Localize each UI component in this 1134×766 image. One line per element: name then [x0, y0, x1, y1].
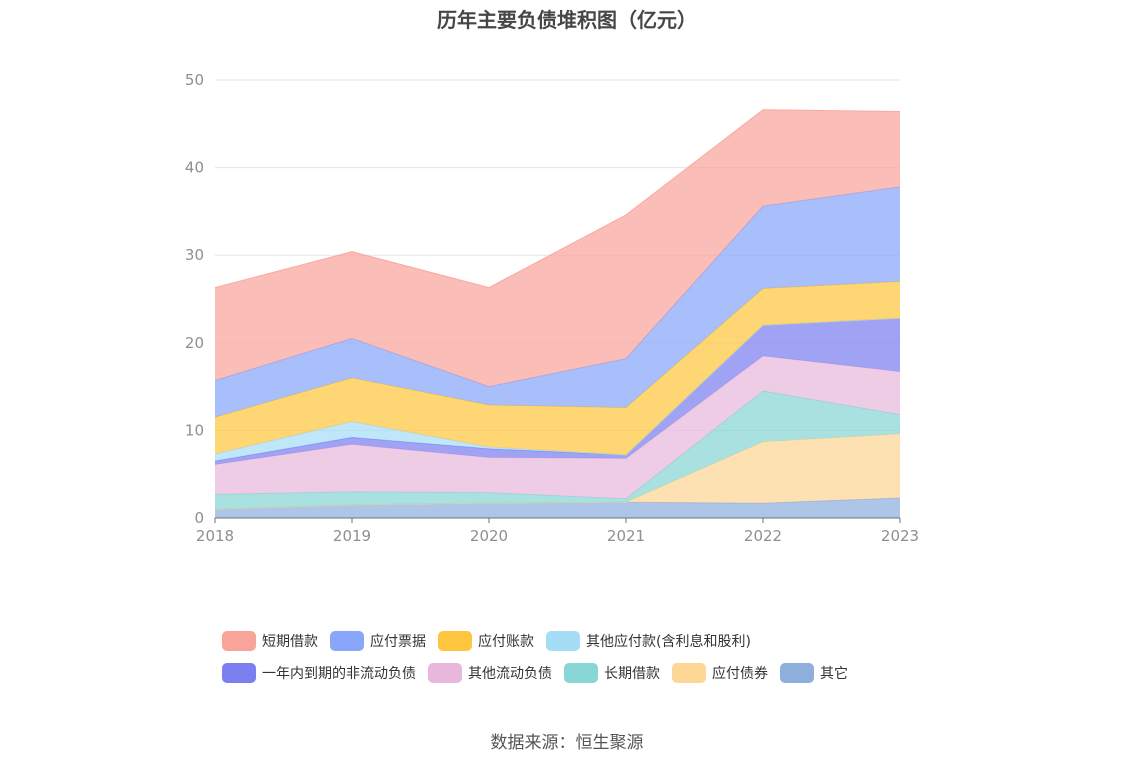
y-tick-label: 50 — [185, 71, 204, 89]
legend-item[interactable]: 应付债券 — [672, 662, 768, 684]
legend-swatch — [428, 663, 462, 683]
area-series-layer — [214, 109, 901, 518]
y-tick-label: 30 — [185, 246, 204, 264]
y-tick-label: 20 — [185, 334, 204, 352]
y-tick-label: 10 — [185, 421, 204, 439]
legend-label: 一年内到期的非流动负债 — [262, 666, 416, 682]
x-tick-label: 2022 — [744, 527, 782, 545]
legend-row: 短期借款 应付票据 应付账款 其他应付款(含利息和股利) — [222, 630, 942, 652]
legend-label: 其他流动负债 — [468, 666, 552, 682]
legend-swatch — [222, 631, 256, 651]
area-series-4 — [215, 355, 900, 499]
legend-label: 其他应付款(含利息和股利) — [586, 634, 751, 650]
legend-item[interactable]: 其他流动负债 — [428, 662, 552, 684]
legend-label: 应付债券 — [712, 666, 768, 682]
area-series-7 — [215, 281, 900, 455]
area-series-5 — [215, 318, 900, 465]
x-tick-label: 2018 — [196, 527, 234, 545]
legend-swatch — [564, 663, 598, 683]
area-series-3 — [215, 390, 900, 510]
axes: 0 10 20 30 40 50 2018 2019 2020 2021 2022 2023 — [185, 71, 919, 545]
stacked-area-chart: 0 10 20 30 40 50 2018 2019 2020 2021 2022 2023 — [185, 71, 919, 545]
area-edge-9 — [214, 109, 901, 289]
legend-swatch — [222, 663, 256, 683]
legend-label: 其它 — [820, 666, 848, 682]
legend-label: 应付账款 — [478, 634, 534, 650]
legend-row: 一年内到期的非流动负债 其他流动负债 长期借款 应付债券 其它 — [222, 662, 942, 684]
legend-swatch — [330, 631, 364, 651]
legend-item[interactable]: 应付账款 — [438, 630, 534, 652]
x-tick-label: 2019 — [333, 527, 371, 545]
area-edge-2 — [214, 433, 901, 510]
x-tick-label: 2023 — [881, 527, 919, 545]
legend-label: 应付票据 — [370, 634, 426, 650]
legend-swatch — [672, 663, 706, 683]
legend-item[interactable]: 一年内到期的非流动负债 — [222, 662, 416, 684]
area-series-1 — [215, 497, 900, 518]
y-tick-label: 40 — [185, 159, 204, 177]
legend-label: 长期借款 — [604, 666, 660, 682]
legend-item[interactable]: 应付票据 — [330, 630, 426, 652]
legend-label: 短期借款 — [262, 634, 318, 650]
legend-swatch — [780, 663, 814, 683]
area-series-9 — [215, 109, 900, 387]
legend-swatch — [546, 631, 580, 651]
legend-swatch — [438, 631, 472, 651]
legend-item[interactable]: 其他应付款(含利息和股利) — [546, 630, 751, 652]
area-series-2 — [215, 433, 900, 510]
y-tick-label: 0 — [194, 509, 204, 527]
legend: 短期借款 应付票据 应付账款 其他应付款(含利息和股利) 一年内到期的非流动负债 其他流… — [222, 630, 942, 694]
legend-item[interactable]: 其它 — [780, 662, 848, 684]
x-tick-label: 2021 — [607, 527, 645, 545]
legend-item[interactable]: 长期借款 — [564, 662, 660, 684]
x-tick-label: 2020 — [470, 527, 508, 545]
chart-title: 历年主要负债堆积图（亿元） — [437, 8, 697, 32]
area-series-6 — [215, 318, 900, 462]
legend-item[interactable]: 短期借款 — [222, 630, 318, 652]
source-note: 数据来源：恒生聚源 — [490, 733, 644, 753]
